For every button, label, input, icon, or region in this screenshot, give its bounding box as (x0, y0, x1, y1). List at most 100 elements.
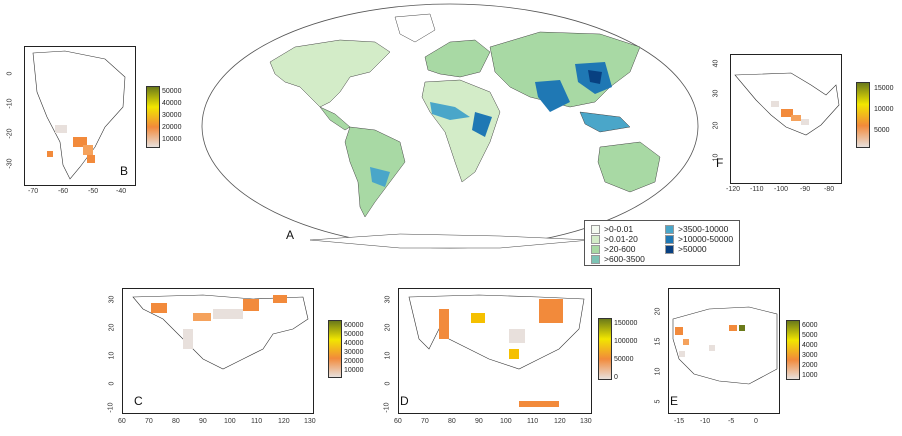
panel-d-letter: D (400, 394, 409, 408)
panel-f-mexico: -120 -110 -100 -90 -80 40 30 20 10 F 150… (706, 52, 902, 197)
legend-swatch-6 (665, 244, 674, 254)
c-cb-0: 60000 (344, 322, 364, 329)
legend-item-2: >20-600 (591, 244, 635, 254)
c-cb-2: 40000 (344, 340, 364, 347)
d-xtick-4: 100 (500, 418, 512, 425)
legend-label-6: >50000 (678, 244, 707, 254)
f-cell-2 (781, 109, 793, 117)
c-xtick-0: 60 (118, 418, 126, 425)
legend-label-5: >10000-50000 (678, 234, 734, 244)
panel-f-frame (730, 54, 842, 184)
legend-swatch-4 (665, 224, 674, 234)
panel-b-svg (32, 50, 126, 180)
c-cell-2 (193, 313, 211, 321)
e-cb-2: 4000 (802, 342, 818, 349)
central-america (319, 106, 351, 131)
d-cell-2 (471, 313, 485, 323)
b-ytick-2: -20 (6, 128, 14, 139)
legend-label-3: >600-3500 (604, 254, 645, 264)
legend-label-0: >0-0.01 (604, 224, 634, 234)
legend-swatch-1 (591, 234, 600, 244)
panel-e-svg (672, 306, 778, 385)
e-ytick-1: 15 (654, 337, 662, 346)
legend-swatch-0 (591, 224, 600, 234)
panel-c-south-asia: 60 70 80 90 100 110 120 130 30 20 10 0 -… (108, 282, 384, 436)
d-ytick-4: -10 (383, 402, 391, 413)
d-ytick-3: 0 (384, 381, 392, 386)
d-cb-1: 100000 (614, 338, 638, 345)
e-xtick-2: -5 (728, 418, 735, 425)
panel-b-colorbar (146, 86, 160, 148)
f-cell-4 (801, 119, 809, 125)
f-ytick-1: 30 (712, 89, 720, 98)
e-cell-1 (675, 327, 683, 335)
e-cell-2 (683, 339, 689, 345)
d-cell-1 (439, 309, 449, 339)
south-america-hotspot (370, 167, 390, 187)
europe (424, 39, 491, 78)
panel-e-colorbar (786, 320, 800, 380)
c-cell-6 (183, 329, 193, 349)
b-cell-3 (83, 145, 93, 155)
china-core-hotspot (588, 70, 602, 84)
c-cb-4: 20000 (344, 358, 364, 365)
c-cb-5: 10000 (344, 367, 364, 374)
b-cb-2: 30000 (162, 112, 182, 119)
b-cb-1: 40000 (162, 100, 182, 107)
c-ytick-4: -10 (107, 402, 115, 413)
legend-swatch-2 (591, 244, 600, 254)
panel-e-frame (668, 288, 780, 414)
legend-swatch-5 (665, 234, 674, 244)
c-cell-5 (213, 309, 243, 319)
panel-c-colorbar (328, 320, 342, 378)
c-xtick-4: 100 (224, 418, 236, 425)
b-cell-4 (47, 151, 53, 157)
b-cb-0: 50000 (162, 88, 182, 95)
panel-c-svg (132, 294, 309, 370)
panel-d-frame (398, 288, 592, 414)
e-xtick-0: -15 (674, 418, 685, 425)
e-cb-5: 1000 (802, 372, 818, 379)
legend-item-3: >600-3500 (591, 254, 645, 264)
indonesia (579, 111, 631, 133)
panel-f-colorbar (856, 82, 870, 148)
c-xtick-6: 120 (278, 418, 290, 425)
panel-a-legend: >0-0.01 >0.01-20 >20-600 >600-3500 >3500… (584, 220, 740, 266)
b-xtick-0: -70 (28, 188, 39, 195)
c-xtick-2: 80 (172, 418, 180, 425)
b-xtick-1: -60 (58, 188, 69, 195)
c-xtick-5: 110 (251, 418, 263, 425)
legend-item-4: >3500-10000 (665, 224, 728, 234)
c-ytick-2: 10 (108, 351, 116, 360)
b-cell-2 (73, 137, 87, 147)
f-cell-3 (791, 115, 801, 121)
c-ytick-0: 30 (108, 295, 116, 304)
e-cb-4: 2000 (802, 362, 818, 369)
india-hotspot (535, 80, 570, 112)
c-cb-3: 30000 (344, 349, 364, 356)
d-cell-3 (539, 299, 563, 323)
south-asia-outline (132, 294, 309, 370)
greenland (394, 13, 436, 43)
panel-a-world-map: A (200, 2, 700, 254)
d-xtick-5: 110 (527, 418, 539, 425)
e-cb-1: 5000 (802, 332, 818, 339)
panel-c-frame (122, 288, 314, 414)
f-xtick-4: -80 (824, 186, 835, 193)
d-ytick-2: 10 (384, 351, 392, 360)
f-cell-1 (771, 101, 779, 107)
e-cell-6 (709, 345, 715, 351)
c-cell-1 (151, 303, 167, 313)
mexico-outline (734, 72, 840, 136)
b-xtick-2: -50 (88, 188, 99, 195)
f-xtick-2: -100 (774, 186, 789, 193)
c-ytick-1: 20 (108, 323, 116, 332)
d-cb-3: 0 (614, 374, 618, 381)
f-cb-0: 15000 (874, 85, 894, 92)
panel-d-southeast-asia: 60 70 80 90 100 110 120 130 30 20 10 0 -… (384, 282, 654, 436)
world-map-svg (201, 3, 699, 249)
australia (597, 141, 661, 193)
d-cell-5 (509, 349, 519, 359)
d-cell-4 (509, 329, 525, 343)
legend-swatch-3 (591, 254, 600, 264)
